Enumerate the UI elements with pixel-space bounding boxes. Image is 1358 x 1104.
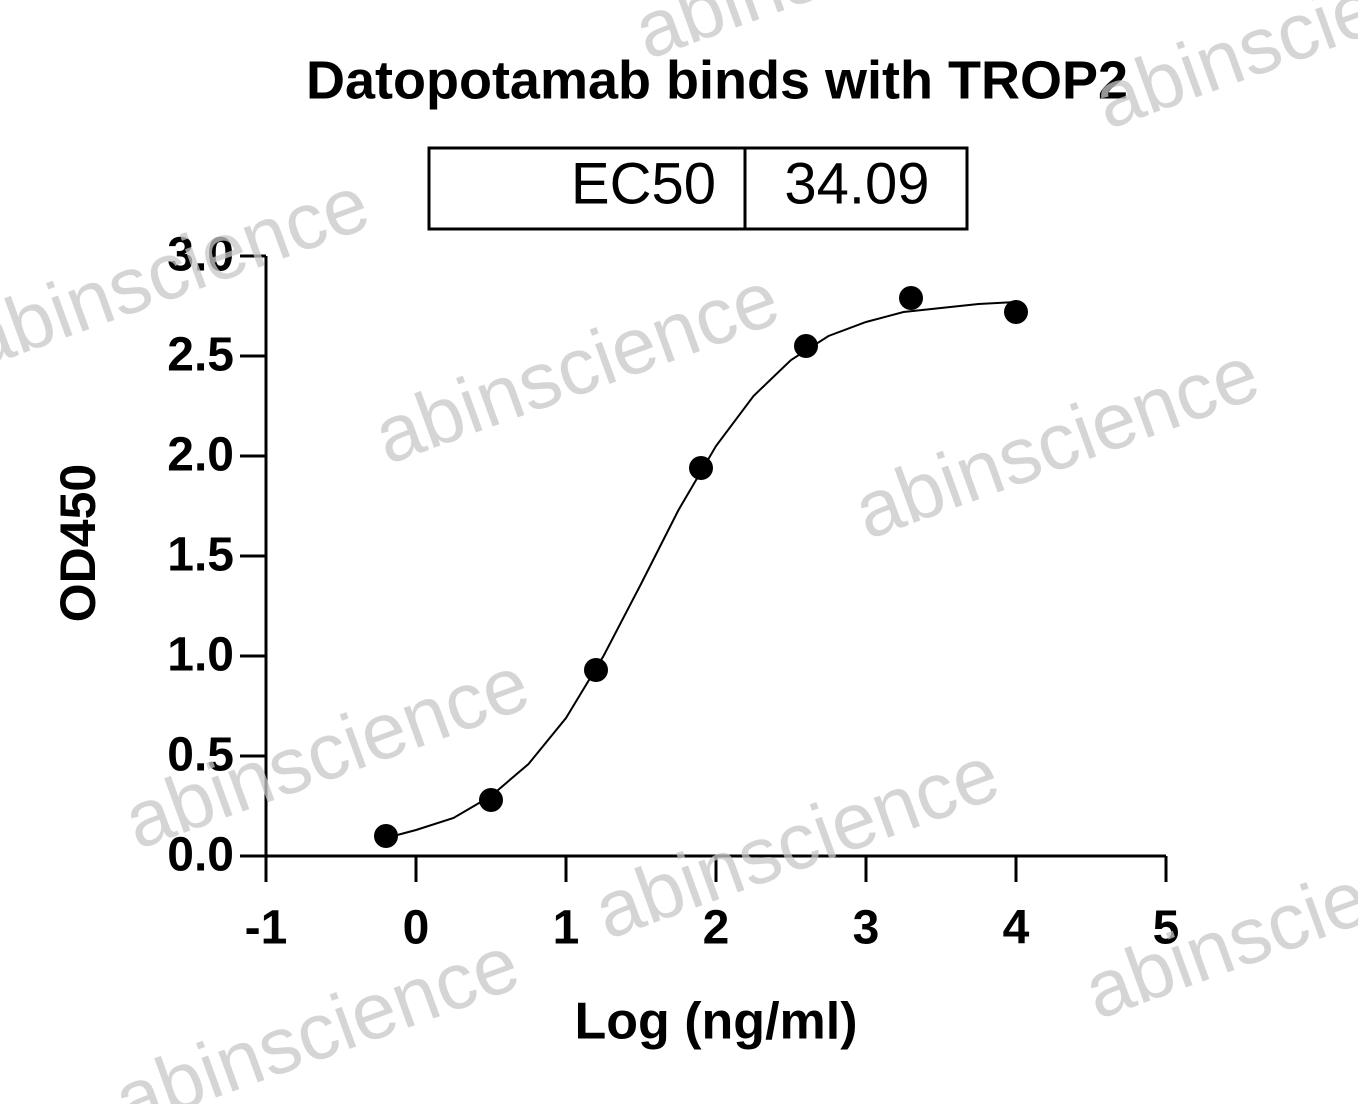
ec50-label: EC50 bbox=[571, 151, 716, 216]
data-point bbox=[794, 334, 818, 358]
x-tick-label: 1 bbox=[553, 902, 580, 955]
x-tick-label: 0 bbox=[403, 902, 430, 955]
data-point bbox=[1004, 300, 1028, 324]
y-tick-label: 1.0 bbox=[167, 629, 234, 682]
y-tick-label: 0.0 bbox=[167, 829, 234, 882]
data-point bbox=[374, 824, 398, 848]
y-axis-label: OD450 bbox=[50, 464, 106, 622]
data-point bbox=[479, 788, 503, 812]
data-point bbox=[584, 658, 608, 682]
data-point bbox=[689, 456, 713, 480]
ec50-value: 34.09 bbox=[784, 151, 929, 216]
x-tick-label: 2 bbox=[703, 902, 730, 955]
chart-title: Datopotamab binds with TROP2 bbox=[306, 50, 1128, 110]
ec50-table bbox=[427, 146, 969, 231]
y-tick-label: 2.5 bbox=[167, 329, 234, 382]
x-tick-label: -1 bbox=[245, 902, 288, 955]
x-tick-label: 4 bbox=[1003, 902, 1030, 955]
x-tick-label: 5 bbox=[1153, 902, 1180, 955]
y-tick-label: 1.5 bbox=[167, 529, 234, 582]
y-tick-label: 3.0 bbox=[167, 229, 234, 282]
x-tick-label: 3 bbox=[853, 902, 880, 955]
y-tick-label: 0.5 bbox=[167, 729, 234, 782]
y-tick-label: 2.0 bbox=[167, 429, 234, 482]
data-point bbox=[899, 286, 923, 310]
x-axis-label: Log (ng/ml) bbox=[574, 993, 857, 1051]
